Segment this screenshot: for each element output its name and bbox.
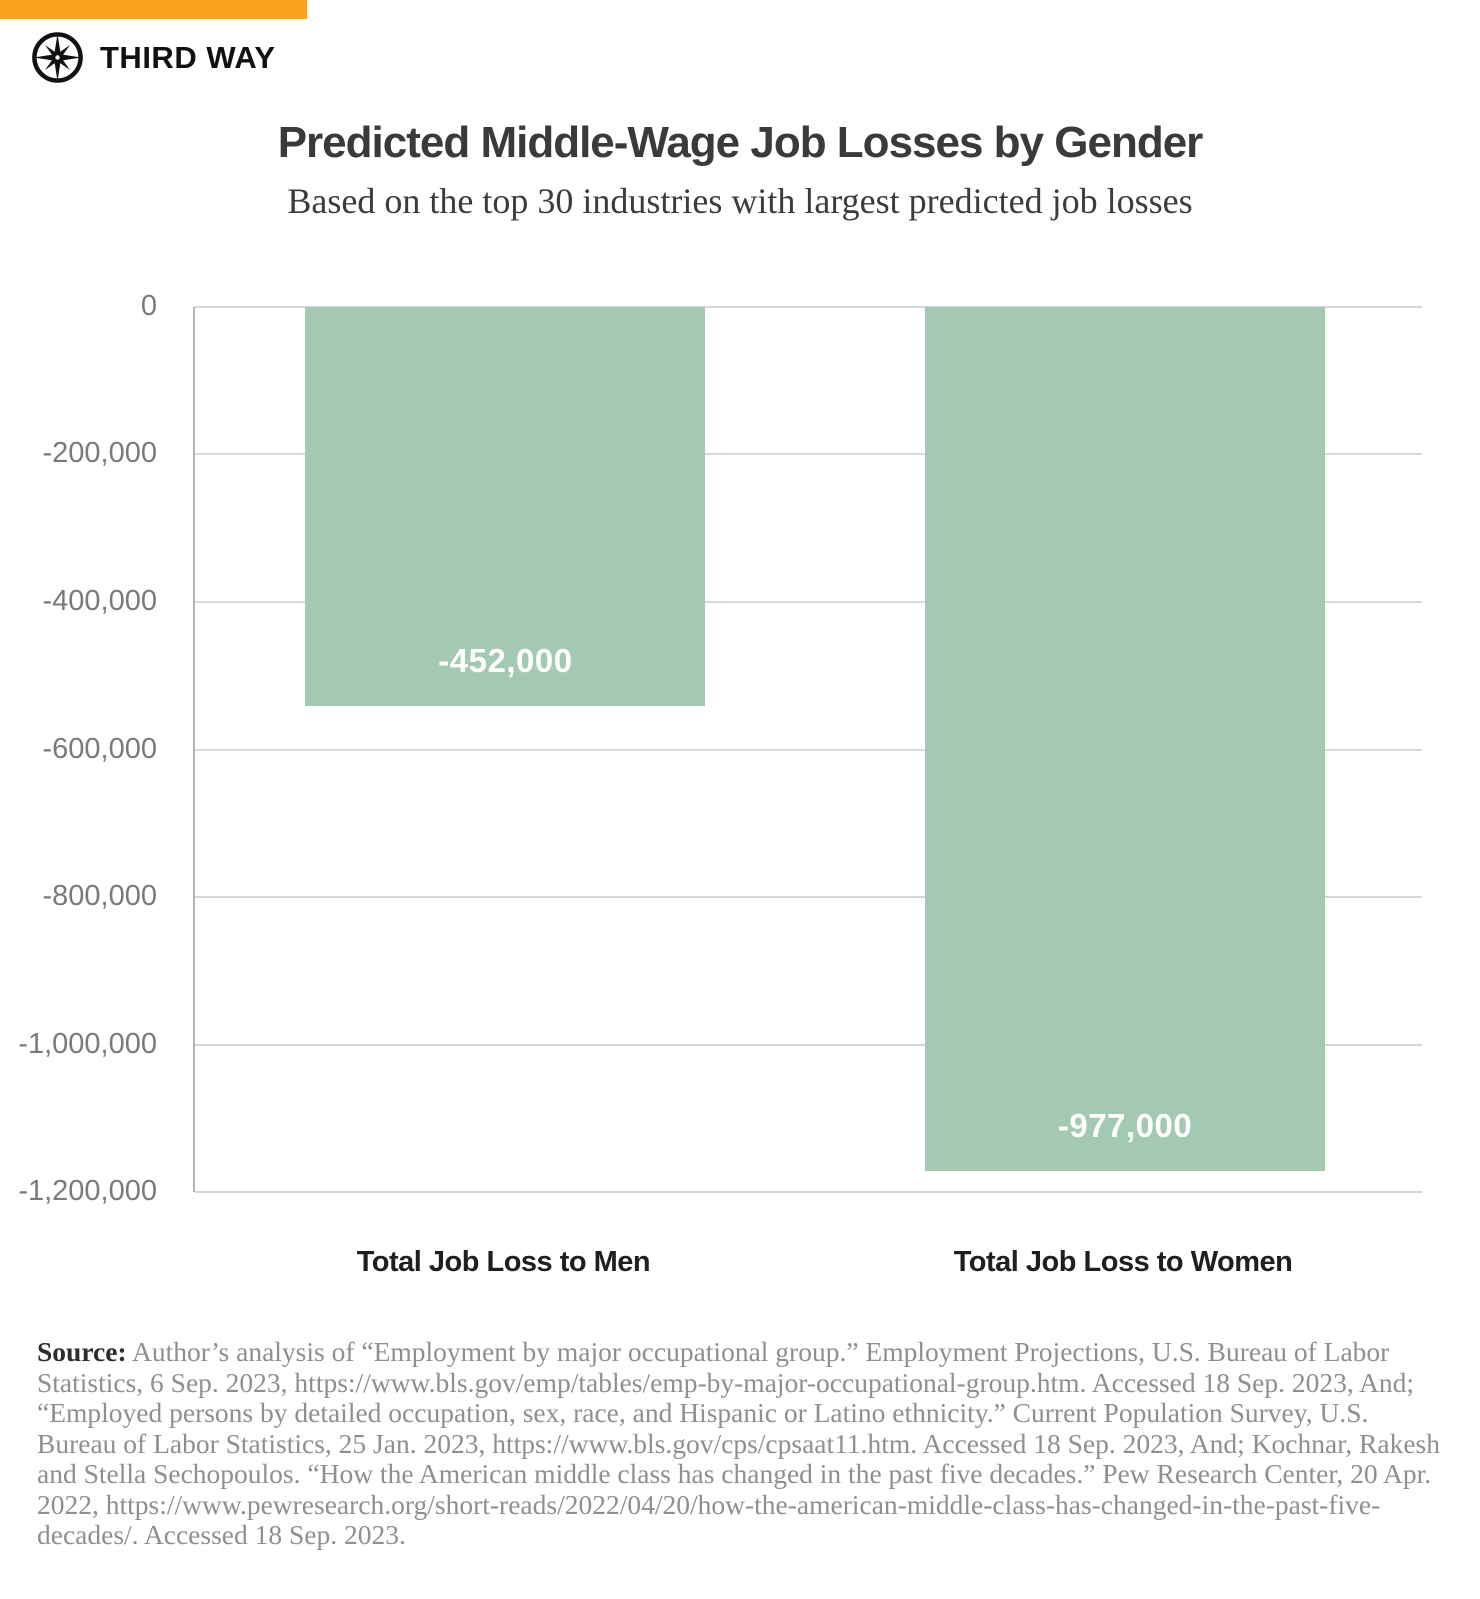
compass-star-icon xyxy=(32,32,83,83)
bar-value-label: -452,000 xyxy=(438,642,573,680)
gridline xyxy=(195,1043,1422,1046)
category-label: Total Job Loss to Men xyxy=(356,1246,651,1278)
gridline xyxy=(195,748,1422,751)
category-label: Total Job Loss to Women xyxy=(953,1246,1293,1278)
source-note: Source: Author’s analysis of “Employment… xyxy=(37,1336,1443,1551)
bar-value-label: -977,000 xyxy=(1057,1106,1193,1144)
chart-title: Predicted Middle-Wage Job Losses by Gend… xyxy=(277,118,1204,167)
logo-wordmark: THIRD WAY xyxy=(100,39,276,75)
gridline xyxy=(195,600,1422,603)
y-tick-label: -600,000 xyxy=(42,732,158,765)
source-label: Source: xyxy=(37,1336,127,1367)
chart-subtitle: Based on the top 30 industries with larg… xyxy=(287,181,1193,221)
y-axis: 0 -200,000 -400,000 -600,000 -800,000 -1,000,… xyxy=(0,290,175,1207)
gridline xyxy=(195,306,1422,308)
third-way-logo: THIRD WAY xyxy=(30,30,276,85)
bar: -977,000 xyxy=(925,307,1326,1171)
gridline xyxy=(195,1191,1422,1193)
y-tick-label: -400,000 xyxy=(42,584,158,617)
bar: -452,000 xyxy=(305,307,706,707)
y-tick-label: -800,000 xyxy=(42,879,158,912)
source-text: Author’s analysis of “Employment by majo… xyxy=(37,1336,1440,1550)
y-tick-label: -1,000,000 xyxy=(18,1027,157,1060)
gridline xyxy=(195,895,1422,898)
gridline xyxy=(195,453,1422,456)
x-axis-labels: Total Job Loss to Men Total Job Loss to W… xyxy=(193,1246,1420,1286)
y-tick-label: -200,000 xyxy=(42,437,158,470)
plot-area: -452,000 -977,000 xyxy=(193,306,1422,1193)
y-tick-label: -1,200,000 xyxy=(18,1174,157,1207)
accent-top-bar xyxy=(0,0,307,19)
y-tick-label: 0 xyxy=(140,289,157,322)
